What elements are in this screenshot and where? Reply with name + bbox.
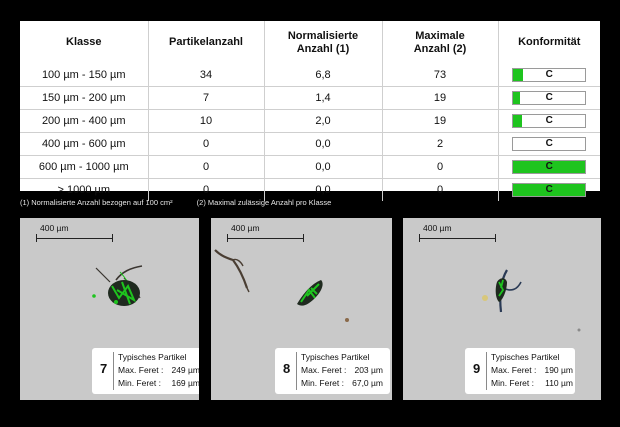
particle-number: 9 [473,361,481,376]
conformity-indicator: C [512,183,587,197]
particle-photo-9 [482,269,581,332]
conformity-label: C [545,138,553,149]
particle-info-8: 8 Typisches Partikel Max. Feret :203 µm … [275,348,390,394]
maximal-cell: 19 [381,86,499,110]
conformity-indicator: C [512,91,587,105]
header-konformitaet: Konformität [497,21,600,64]
konformitaet-cell: C [497,64,600,87]
normalisiert-cell: 1,4 [263,86,383,110]
particle-photo-7 [92,265,143,306]
max-feret-label: Max. Feret : [118,365,164,375]
conformity-fill [513,92,521,104]
conformity-fill [513,69,523,81]
partikelanzahl-cell: 10 [147,109,265,133]
max-feret-value: 249 µm [171,365,199,375]
min-feret-value: 110 µm [545,378,573,388]
particle-title: Typisches Partikel [301,352,370,362]
particle-number: 7 [100,361,108,376]
klasse-cell: > 1000 µm [20,178,149,201]
conformity-label: C [545,115,553,126]
max-feret-label: Max. Feret : [491,365,537,375]
table-row: 600 µm - 1000 µm 0 0,0 0 C [20,155,600,179]
footnotes: (1) Normalisierte Anzahl bezogen auf 100… [20,198,600,207]
min-feret-label: Min. Feret : [301,378,344,388]
normalisiert-cell: 2,0 [263,109,383,133]
table-row: 200 µm - 400 µm 10 2,0 19 C [20,109,600,133]
konformitaet-cell: C [497,178,600,201]
klasse-cell: 400 µm - 600 µm [20,132,149,156]
header-partikelanzahl: Partikelanzahl [147,21,265,64]
table-row: > 1000 µm 0 0,0 0 C [20,178,600,201]
konformitaet-cell: C [497,109,600,133]
partikelanzahl-cell: 7 [147,86,265,110]
conformity-indicator: C [512,68,587,82]
max-feret-value: 190 µm [544,365,573,375]
particle-panel-9: 400 µm 9 Typisches Partikel Max. Feret :… [403,218,601,400]
partikelanzahl-cell: 34 [147,64,265,87]
header-normalisiert: Normalisierte Anzahl (1) [263,21,383,64]
min-feret-value: 67,0 µm [352,378,383,388]
particle-title: Typisches Partikel [491,352,560,362]
header-klasse: Klasse [20,21,149,64]
maximal-cell: 0 [381,155,499,179]
conformity-indicator: C [512,114,587,128]
conformity-label: C [545,92,553,103]
partikelanzahl-cell: 0 [147,132,265,156]
maximal-cell: 2 [381,132,499,156]
conformity-fill [513,184,586,196]
konformitaet-cell: C [497,155,600,179]
conformity-label: C [545,69,553,80]
klasse-cell: 100 µm - 150 µm [20,64,149,87]
footnote-1: (1) Normalisierte Anzahl bezogen auf 100… [20,198,173,207]
normalisiert-cell: 6,8 [263,64,383,87]
footnote-2: (2) Maximal zulässige Anzahl pro Klasse [196,198,332,207]
particle-info-9: 9 Typisches Partikel Max. Feret :190 µm … [465,348,575,394]
scale-bar-7: 400 µm [36,223,113,242]
normalisiert-cell: 0,0 [263,178,383,201]
particle-title: Typisches Partikel [118,352,187,362]
header-maximal: Maximale Anzahl (2) [381,21,499,64]
maximal-cell: 73 [381,64,499,87]
scale-bar-8: 400 µm [227,223,304,242]
min-feret-label: Min. Feret : [118,378,161,388]
partikelanzahl-cell: 0 [147,155,265,179]
table-row: 100 µm - 150 µm 34 6,8 73 C [20,64,600,87]
particle-number: 8 [283,361,291,376]
konformitaet-cell: C [497,86,600,110]
results-table-container: Klasse Partikelanzahl Normalisierte Anza… [20,21,600,201]
klasse-cell: 200 µm - 400 µm [20,109,149,133]
max-feret-label: Max. Feret : [301,365,347,375]
klasse-cell: 600 µm - 1000 µm [20,155,149,179]
conformity-label: C [545,184,553,195]
particle-info-7: 7 Typisches Partikel Max. Feret :249 µm … [92,348,199,394]
conformity-fill [513,161,586,173]
min-feret-label: Min. Feret : [491,378,534,388]
table-header-row: Klasse Partikelanzahl Normalisierte Anza… [20,21,600,64]
normalisiert-cell: 0,0 [263,155,383,179]
konformitaet-cell: C [497,132,600,156]
particle-panel-7: 400 µm 7 Typisches Partikel Max. Feret :… [20,218,199,400]
max-feret-value: 203 µm [354,365,383,375]
scale-bar-9: 400 µm [419,223,496,242]
table-row: 400 µm - 600 µm 0 0,0 2 C [20,132,600,156]
klasse-cell: 150 µm - 200 µm [20,86,149,110]
conformity-fill [513,115,522,127]
conformity-indicator: C [512,137,587,151]
min-feret-value: 169 µm [171,378,199,388]
table-row: 150 µm - 200 µm 7 1,4 19 C [20,86,600,110]
particle-panel-8: 400 µm 8 Typisches Partikel Max. Feret :… [211,218,392,400]
conformity-indicator: C [512,160,587,174]
results-table: Klasse Partikelanzahl Normalisierte Anza… [20,21,600,201]
normalisiert-cell: 0,0 [263,132,383,156]
maximal-cell: 19 [381,109,499,133]
particle-photo-8 [214,249,349,322]
conformity-label: C [545,161,553,172]
